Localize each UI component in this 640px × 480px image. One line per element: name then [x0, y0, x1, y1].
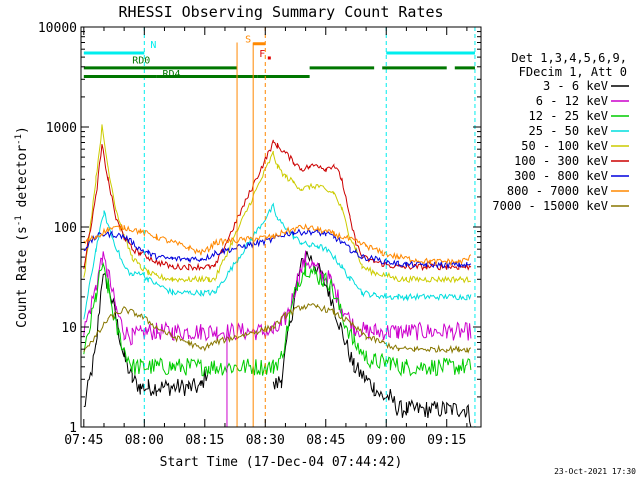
series-line-7 [83, 223, 472, 267]
x-tick-label-0: 07:45 [64, 433, 103, 448]
timestamp: 23-Oct-2021 17:30 [554, 467, 636, 476]
series-line-2 [83, 262, 472, 377]
legend-label-2: 12 - 25 keV [529, 109, 608, 123]
flag-label-2: RD4 [162, 69, 180, 80]
legend-header-1: FDecim 1, Att 0 [519, 65, 627, 79]
flag-label-0: N [150, 40, 156, 51]
legend-label-8: 7000 - 15000 keV [492, 199, 608, 213]
y-tick-label-2: 100 [54, 221, 77, 236]
legend-label-4: 50 - 100 keV [521, 139, 608, 153]
y-axis-label: Count Rate (s-1 detector-1) [14, 126, 30, 328]
series-line-5 [83, 139, 472, 272]
y-tick-label-1: 10 [61, 321, 77, 336]
flag-label-4: F [259, 49, 265, 60]
series-line-3 [83, 202, 472, 320]
axes-group: 07:45 08:00 08:15 08:30 08:45 09:00 09:15 1 10 10… [38, 21, 481, 448]
x-tick-label-1: 08:00 [125, 433, 164, 448]
legend-label-6: 300 - 800 keV [514, 169, 608, 183]
flag-label-1: RD0 [132, 56, 150, 67]
flag-label-3: S [245, 34, 251, 45]
chart-title: RHESSI Observing Summary Count Rates [118, 3, 443, 21]
series-line-4 [83, 124, 471, 284]
legend-label-0: 3 - 6 keV [543, 79, 608, 93]
y-tick-label-3: 1000 [46, 121, 77, 136]
x-tick-label-4: 08:45 [306, 433, 345, 448]
x-tick-label-3: 08:30 [246, 433, 285, 448]
legend-label-3: 25 - 50 keV [529, 124, 608, 138]
y-tick-label-0: 1 [69, 421, 77, 436]
x-axis-label: Start Time (17-Dec-04 07:44:42) [160, 455, 403, 470]
series-group [83, 124, 472, 428]
y-axis-label-end: ) [15, 126, 30, 134]
legend-header-0: Det 1,3,4,5,6,9, [511, 51, 627, 65]
x-tick-label-5: 09:00 [367, 433, 406, 448]
x-tick-label-2: 08:15 [185, 433, 224, 448]
flag-marker-f [267, 56, 271, 60]
legend: Det 1,3,4,5,6,9,FDecim 1, Att 03 - 6 keV… [492, 51, 629, 213]
y-axis-label-sup2: -1 [14, 134, 24, 145]
y-axis-label-sup1: -1 [14, 215, 24, 226]
legend-label-5: 100 - 300 keV [514, 154, 608, 168]
x-tick-label-6: 09:15 [427, 433, 466, 448]
series-line-1 [83, 250, 472, 346]
y-axis-label-text: Count Rate (s [15, 226, 30, 328]
series-line-8 [83, 303, 472, 354]
y-tick-label-4: 10000 [38, 21, 77, 36]
y-axis-label-mid: detector [15, 145, 30, 216]
legend-label-7: 800 - 7000 keV [507, 184, 608, 198]
legend-label-1: 6 - 12 keV [536, 94, 608, 108]
